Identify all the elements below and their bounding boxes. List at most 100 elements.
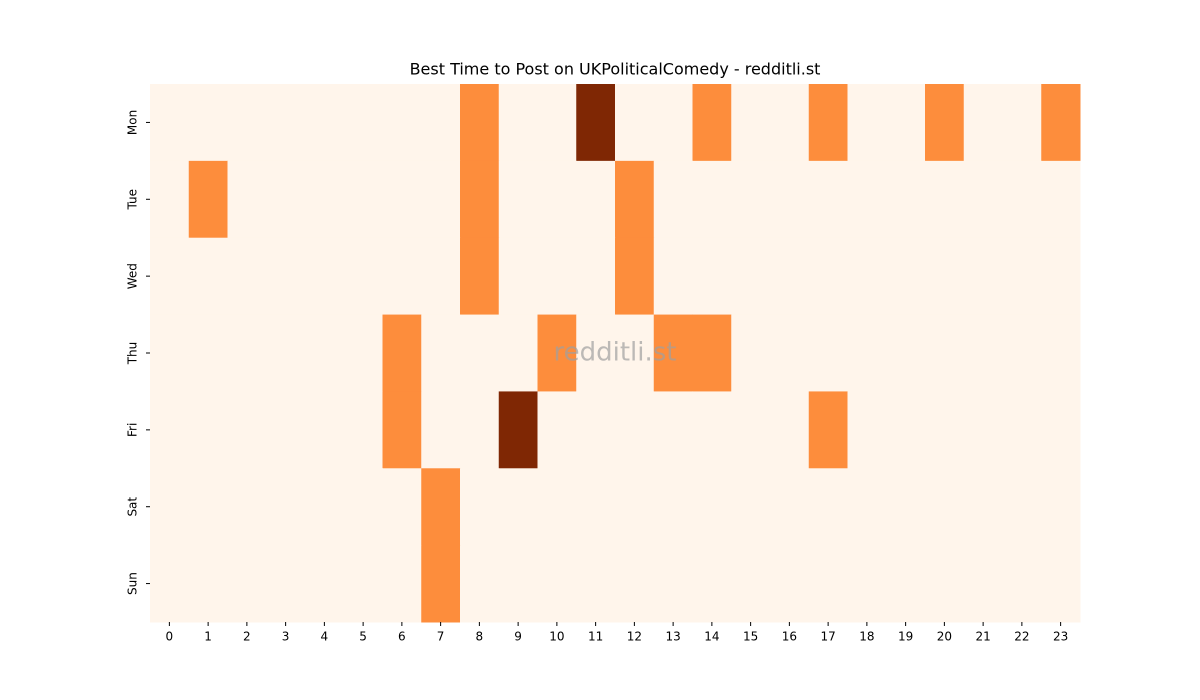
heatmap-cell xyxy=(847,468,887,546)
heatmap-cell xyxy=(188,468,228,546)
heatmap-cell xyxy=(266,314,306,392)
heatmap-cell xyxy=(808,237,848,316)
heatmap-cell xyxy=(498,314,538,392)
heatmap-cell xyxy=(925,160,965,239)
x-tick-label: 0 xyxy=(166,630,174,644)
x-tick-label: 2 xyxy=(243,630,251,644)
heatmap-cell xyxy=(188,84,228,162)
heatmap-cell xyxy=(382,545,422,623)
heatmap-cell xyxy=(615,468,655,546)
heatmap-cell xyxy=(692,84,732,162)
chart-title: Best Time to Post on UKPoliticalComedy -… xyxy=(410,60,821,79)
x-tick-label: 19 xyxy=(898,630,913,644)
heatmap-cell xyxy=(886,314,926,392)
heatmap-cell xyxy=(227,314,267,392)
x-tick-label: 18 xyxy=(859,630,874,644)
heatmap-cell xyxy=(343,84,383,162)
heatmap-cell xyxy=(615,314,655,392)
heatmap-cell xyxy=(460,545,500,623)
heatmap-cell xyxy=(537,314,577,392)
heatmap-cell xyxy=(847,391,887,469)
heatmap-cell xyxy=(847,314,887,392)
heatmap-cell xyxy=(886,468,926,546)
heatmap-cell xyxy=(963,468,1003,546)
x-tick-label: 20 xyxy=(937,630,952,644)
heatmap-cell xyxy=(653,468,693,546)
heatmap-cell xyxy=(692,468,732,546)
heatmap-cell xyxy=(382,468,422,546)
heatmap-cell xyxy=(808,391,848,469)
heatmap-cell xyxy=(460,391,500,469)
heatmap-cell xyxy=(1041,545,1081,623)
heatmap-cell xyxy=(653,391,693,469)
heatmap-cell xyxy=(266,391,306,469)
heatmap-cell xyxy=(847,84,887,162)
heatmap-cell xyxy=(343,314,383,392)
heatmap-cell xyxy=(343,160,383,239)
heatmap-cell xyxy=(886,84,926,162)
x-tick-label: 16 xyxy=(782,630,797,644)
heatmap-cell xyxy=(808,314,848,392)
heatmap-cell xyxy=(421,468,461,546)
heatmap-cell xyxy=(615,545,655,623)
heatmap-cell xyxy=(343,468,383,546)
heatmap-cell xyxy=(770,160,810,239)
heatmap-cell xyxy=(692,160,732,239)
heatmap-cell xyxy=(963,84,1003,162)
heatmap-cell xyxy=(576,160,616,239)
heatmap-cell xyxy=(770,468,810,546)
heatmap-cell xyxy=(886,237,926,316)
heatmap-cell xyxy=(460,84,500,162)
heatmap-cell xyxy=(421,237,461,316)
heatmap-cell xyxy=(1002,84,1042,162)
x-tick-label: 10 xyxy=(549,630,564,644)
heatmap-cell xyxy=(382,314,422,392)
heatmap-cell xyxy=(498,391,538,469)
heatmap-cell xyxy=(963,237,1003,316)
heatmap-cell xyxy=(266,160,306,239)
heatmap-cell xyxy=(847,545,887,623)
heatmap-cell xyxy=(421,391,461,469)
heatmap-cell xyxy=(537,160,577,239)
heatmap-cell xyxy=(498,160,538,239)
heatmap-cell xyxy=(1002,391,1042,469)
heatmap-cell xyxy=(188,391,228,469)
x-tick-label: 11 xyxy=(588,630,603,644)
heatmap-cell xyxy=(770,237,810,316)
heatmap-cell xyxy=(305,545,345,623)
heatmap-cell xyxy=(188,237,228,316)
heatmap-cell xyxy=(925,237,965,316)
heatmap-cell xyxy=(382,391,422,469)
y-tick-label: Tue xyxy=(126,189,140,211)
x-tick-label: 22 xyxy=(1014,630,1029,644)
heatmap-cell xyxy=(266,545,306,623)
heatmap-cell xyxy=(731,84,771,162)
heatmap-cell xyxy=(615,391,655,469)
heatmap-cell xyxy=(498,545,538,623)
heatmap-cell xyxy=(925,545,965,623)
heatmap-cell xyxy=(1002,160,1042,239)
heatmap-cell xyxy=(770,391,810,469)
x-tick-label: 8 xyxy=(476,630,484,644)
heatmap-cell xyxy=(537,545,577,623)
heatmap-cell xyxy=(150,314,190,392)
heatmap-cell xyxy=(537,391,577,469)
heatmap-cell xyxy=(576,468,616,546)
x-tick-label: 6 xyxy=(398,630,406,644)
heatmap-cell xyxy=(653,84,693,162)
heatmap-cell xyxy=(266,237,306,316)
heatmap-cell xyxy=(692,391,732,469)
heatmap-cell xyxy=(576,84,616,162)
heatmap-cell xyxy=(653,314,693,392)
x-tick-label: 12 xyxy=(627,630,642,644)
heatmap-cell xyxy=(963,545,1003,623)
heatmap-cell xyxy=(847,237,887,316)
x-tick-label: 5 xyxy=(359,630,367,644)
x-tick-label: 7 xyxy=(437,630,445,644)
heatmap-cell xyxy=(305,84,345,162)
x-tick-label: 9 xyxy=(514,630,522,644)
x-tick-label: 23 xyxy=(1053,630,1068,644)
heatmap-cell xyxy=(421,160,461,239)
y-tick-label: Sat xyxy=(126,497,140,517)
